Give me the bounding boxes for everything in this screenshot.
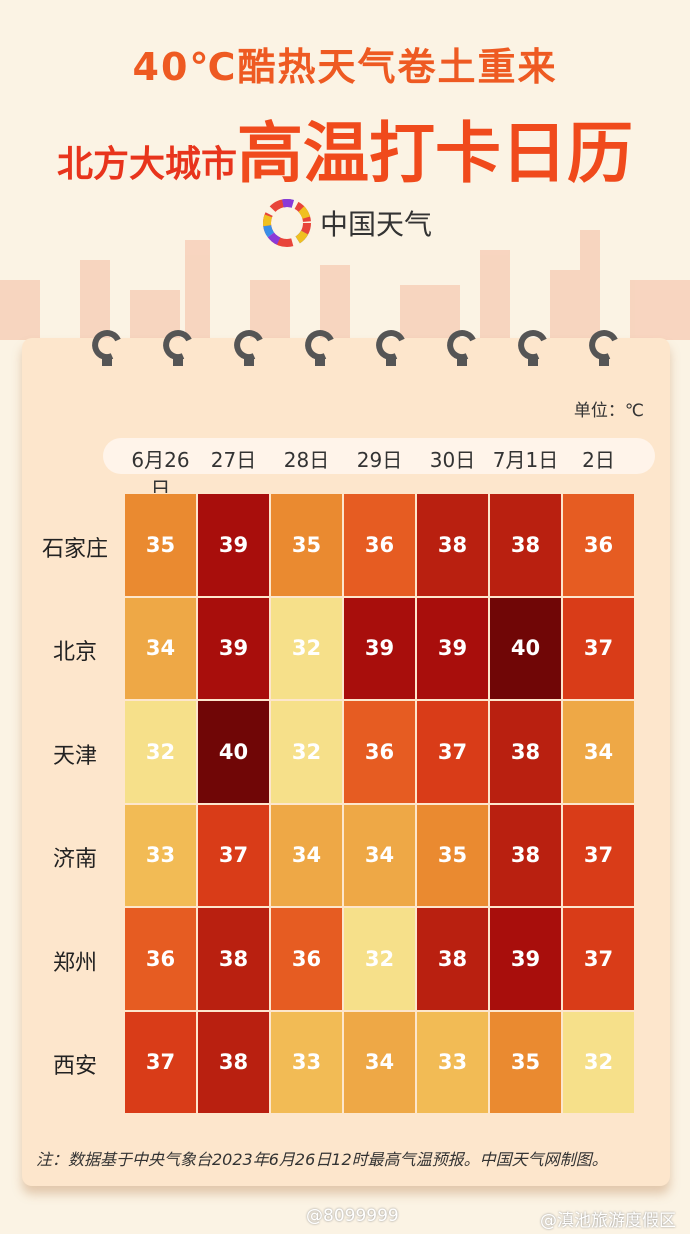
heatmap-cell: 33 xyxy=(270,1010,343,1114)
city-label: 西安 xyxy=(52,1054,97,1080)
heatmap-cell: 38 xyxy=(197,907,270,1011)
heatmap-cell: 34 xyxy=(270,803,343,907)
binder-ring-icon xyxy=(445,326,479,370)
heatmap-cell: 39 xyxy=(197,596,270,700)
heatmap-cell: 34 xyxy=(562,700,635,804)
heatmap-cell: 35 xyxy=(416,803,489,907)
heatmap-cell: 38 xyxy=(416,907,489,1011)
watermark: @滇池旅游度假区 xyxy=(540,1211,676,1231)
heatmap-cell: 38 xyxy=(489,700,562,804)
binder-ring-icon xyxy=(90,326,124,370)
heatmap-cell: 33 xyxy=(416,1010,489,1114)
heatmap-cell: 35 xyxy=(124,493,197,597)
title-prefix: 北方大城市 xyxy=(56,144,237,185)
watermark: @8099999 xyxy=(306,1206,399,1226)
heatmap-cell: 35 xyxy=(270,493,343,597)
brand-logo: 中国天气 xyxy=(262,198,432,248)
heatmap-cell: 40 xyxy=(197,700,270,804)
heatmap-cell: 39 xyxy=(343,596,416,700)
heatmap-cell: 36 xyxy=(270,907,343,1011)
heatmap-cell: 39 xyxy=(197,493,270,597)
date-label: 28日 xyxy=(283,448,330,472)
heatmap-cell: 38 xyxy=(197,1010,270,1114)
heatmap-cell: 34 xyxy=(343,1010,416,1114)
unit-label: 单位：℃ xyxy=(573,401,644,421)
city-label: 天津 xyxy=(52,743,97,769)
date-label: 30日 xyxy=(429,448,476,472)
heatmap-cell: 39 xyxy=(416,596,489,700)
binder-ring-icon xyxy=(587,326,621,370)
heatmap-cell: 34 xyxy=(343,803,416,907)
binder-ring-icon xyxy=(161,326,195,370)
swirl-logo-icon xyxy=(263,199,311,247)
date-header-bar xyxy=(103,438,655,474)
footnote: 注：数据基于中央气象台2023年6月26日12时最高气温预报。中国天气网制图。 xyxy=(36,1150,608,1169)
date-label: 7月1日 xyxy=(492,448,559,472)
date-label: 29日 xyxy=(356,448,403,472)
heatmap-cell: 38 xyxy=(416,493,489,597)
heatmap-cell: 37 xyxy=(562,907,635,1011)
heatmap-cell: 36 xyxy=(343,493,416,597)
city-label: 济南 xyxy=(52,847,97,873)
heatmap-cell: 36 xyxy=(562,493,635,597)
heatmap-cell: 37 xyxy=(416,700,489,804)
binder-ring-icon xyxy=(303,326,337,370)
binder-ring-icon xyxy=(232,326,266,370)
city-skyline xyxy=(0,230,690,340)
heatmap-cell: 34 xyxy=(124,596,197,700)
city-label: 郑州 xyxy=(52,950,97,976)
city-label: 北京 xyxy=(52,640,97,666)
heatmap-cell: 37 xyxy=(562,803,635,907)
heatmap-cell: 32 xyxy=(124,700,197,804)
brand-name: 中国天气 xyxy=(320,208,433,241)
heatmap-cell: 35 xyxy=(489,1010,562,1114)
heatmap-cell: 36 xyxy=(124,907,197,1011)
city-label: 石家庄 xyxy=(41,536,108,562)
heatmap-cell: 32 xyxy=(270,700,343,804)
heatmap-cell: 37 xyxy=(562,596,635,700)
date-label: 2日 xyxy=(582,448,615,472)
binder-ring-icon xyxy=(516,326,550,370)
heatmap-cell: 37 xyxy=(124,1010,197,1114)
date-label: 27日 xyxy=(210,448,257,472)
heatmap-cell: 32 xyxy=(562,1010,635,1114)
heatmap-cell: 40 xyxy=(489,596,562,700)
heatmap-cell: 39 xyxy=(489,907,562,1011)
heatmap-cell: 33 xyxy=(124,803,197,907)
title-line-2: 北方大城市高温打卡日历 xyxy=(0,100,690,196)
heatmap-cell: 37 xyxy=(197,803,270,907)
heatmap-cell: 32 xyxy=(270,596,343,700)
heatmap-cell: 36 xyxy=(343,700,416,804)
title-main: 高温打卡日历 xyxy=(237,115,633,192)
heatmap-cell: 38 xyxy=(489,803,562,907)
binder-ring-icon xyxy=(374,326,408,370)
heatmap-cell: 32 xyxy=(343,907,416,1011)
title-line-1: 40℃酷热天气卷土重来 xyxy=(132,45,558,89)
heatmap-cell: 38 xyxy=(489,493,562,597)
